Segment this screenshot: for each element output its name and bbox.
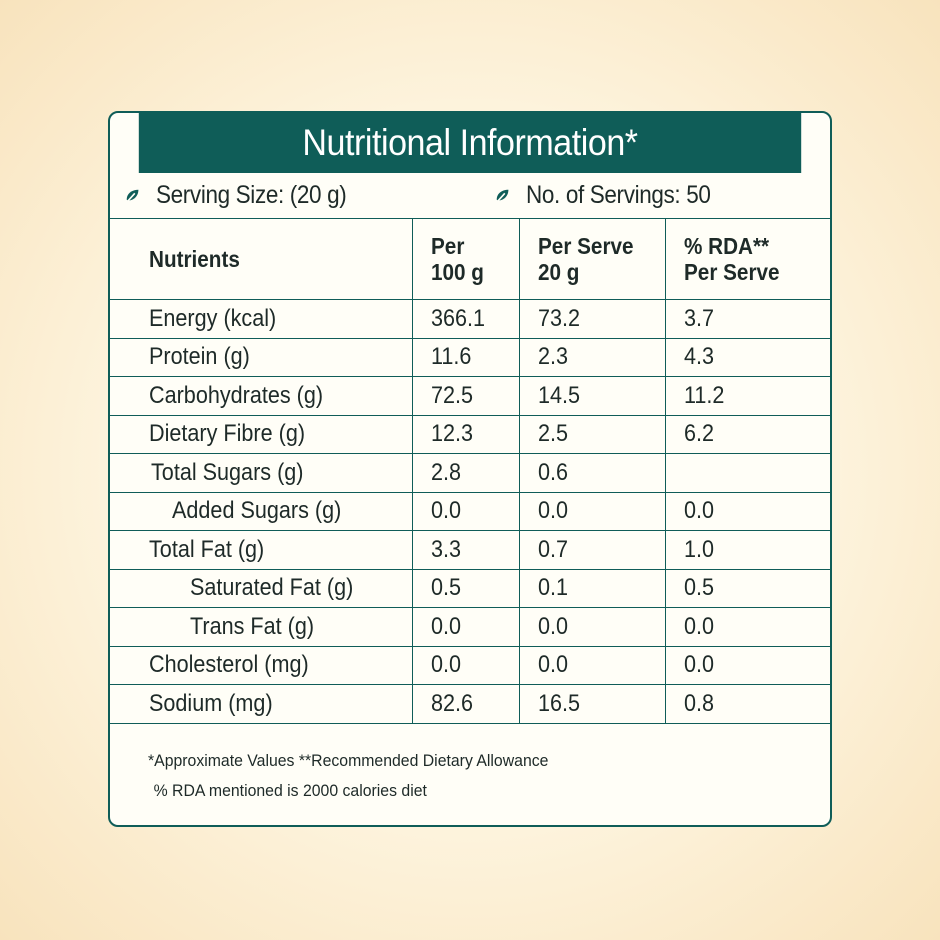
rda-value: 1.0	[664, 530, 830, 570]
table-row: Trans Fat (g) 0.0 0.0 0.0	[110, 607, 830, 647]
rda-value	[664, 453, 830, 493]
nutrition-panel: Nutritional Information* Serving Size: (…	[108, 111, 832, 827]
per-100g-value: 72.5	[411, 376, 519, 416]
nutrient-name: Total Sugars (g)	[110, 453, 412, 493]
leaf-icon	[496, 189, 509, 203]
nutrient-name: Energy (kcal)	[110, 299, 412, 339]
nutrient-name: Protein (g)	[110, 338, 412, 377]
footnotes: *Approximate Values **Recommended Dietar…	[110, 724, 830, 806]
rda-value: 0.0	[664, 646, 830, 685]
rda-value: 0.0	[664, 607, 830, 647]
table-row: Total Sugars (g) 2.8 0.6	[110, 453, 830, 493]
per-100g-value: 2.8	[411, 453, 519, 493]
footnote-line-1: *Approximate Values **Recommended Dietar…	[148, 750, 549, 770]
per-serve-value: 0.1	[518, 569, 665, 608]
per-serve-value: 16.5	[518, 684, 665, 724]
nutrient-name: Sodium (mg)	[110, 684, 412, 724]
rda-value: 3.7	[664, 299, 830, 339]
table-row: Energy (kcal) 366.1 73.2 3.7	[110, 299, 830, 339]
per-100g-value: 0.0	[411, 492, 519, 531]
per-100g-value: 366.1	[411, 299, 519, 339]
rda-value: 6.2	[664, 415, 830, 454]
footnote-line-2: % RDA mentioned is 2000 calories diet	[153, 780, 427, 800]
header-per-serve: Per Serve 20 g	[518, 219, 665, 300]
servings-count: No. of Servings: 50	[494, 173, 731, 218]
per-100g-value: 0.5	[411, 569, 519, 608]
per-100g-value: 82.6	[411, 684, 519, 724]
per-serve-value: 0.0	[518, 646, 665, 685]
serving-info-row: Serving Size: (20 g) No. of Servings: 50	[110, 173, 830, 219]
serving-size: Serving Size: (20 g)	[124, 173, 368, 218]
rda-value: 0.8	[664, 684, 830, 724]
table-row: Added Sugars (g) 0.0 0.0 0.0	[110, 492, 830, 531]
per-100g-value: 12.3	[411, 415, 519, 454]
table-row: Cholesterol (mg) 0.0 0.0 0.0	[110, 646, 830, 685]
per-serve-value: 0.0	[518, 492, 665, 531]
header-rda: % RDA** Per Serve	[664, 219, 830, 300]
serving-size-text: Serving Size: (20 g)	[156, 181, 347, 209]
table-row: Sodium (mg) 82.6 16.5 0.8	[110, 684, 830, 724]
servings-count-text: No. of Servings: 50	[526, 181, 711, 209]
per-serve-value: 0.6	[518, 453, 665, 493]
header-nutrients: Nutrients	[110, 219, 412, 300]
nutrient-name: Total Fat (g)	[110, 530, 412, 570]
per-100g-value: 0.0	[411, 607, 519, 647]
nutrient-name: Cholesterol (mg)	[110, 646, 412, 685]
panel-title: Nutritional Information*	[138, 113, 802, 173]
per-serve-value: 2.3	[518, 338, 665, 377]
per-serve-value: 14.5	[518, 376, 665, 416]
header-per-100g: Per 100 g	[411, 219, 519, 300]
nutrient-name: Added Sugars (g)	[110, 492, 412, 531]
leaf-icon	[126, 189, 139, 203]
table-row: Saturated Fat (g) 0.5 0.1 0.5	[110, 569, 830, 608]
per-100g-value: 0.0	[411, 646, 519, 685]
per-serve-value: 2.5	[518, 415, 665, 454]
table-row: Dietary Fibre (g) 12.3 2.5 6.2	[110, 415, 830, 454]
nutrient-name: Dietary Fibre (g)	[110, 415, 412, 454]
rda-value: 4.3	[664, 338, 830, 377]
nutrition-table: Nutrients Per 100 g Per Serve 20 g % RDA**…	[110, 219, 830, 724]
table-row: Carbohydrates (g) 72.5 14.5 11.2	[110, 376, 830, 416]
per-100g-value: 11.6	[411, 338, 519, 377]
table-row: Total Fat (g) 3.3 0.7 1.0	[110, 530, 830, 570]
nutrient-name: Trans Fat (g)	[110, 607, 412, 647]
per-100g-value: 3.3	[411, 530, 519, 570]
table-header-row: Nutrients Per 100 g Per Serve 20 g % RDA**…	[110, 219, 830, 300]
per-serve-value: 0.0	[518, 607, 665, 647]
rda-value: 0.5	[664, 569, 830, 608]
per-serve-value: 0.7	[518, 530, 665, 570]
per-serve-value: 73.2	[518, 299, 665, 339]
table-row: Protein (g) 11.6 2.3 4.3	[110, 338, 830, 377]
nutrient-name: Saturated Fat (g)	[110, 569, 412, 608]
nutrient-name: Carbohydrates (g)	[110, 376, 412, 416]
rda-value: 11.2	[664, 376, 830, 416]
rda-value: 0.0	[664, 492, 830, 531]
